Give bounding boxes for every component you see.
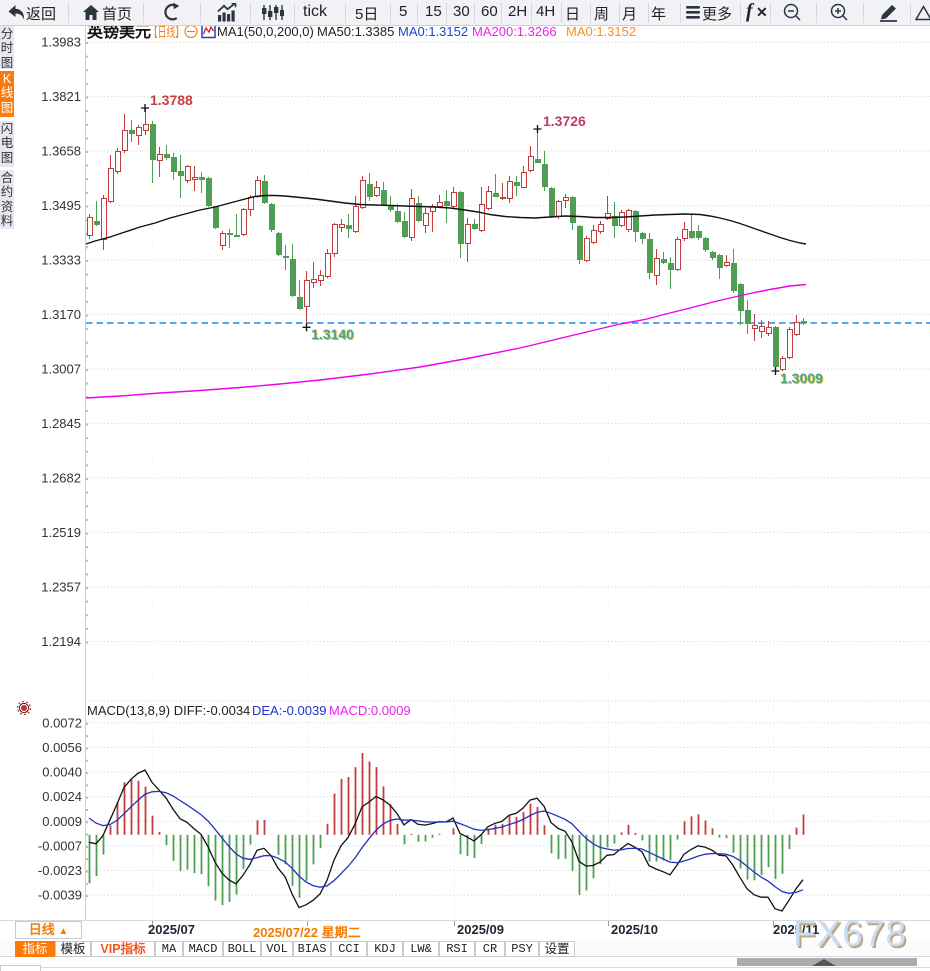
svg-text:【日线】: 【日线】 xyxy=(149,24,184,40)
svg-text:1.3333: 1.3333 xyxy=(41,253,81,268)
svg-text:1.2519: 1.2519 xyxy=(41,525,81,540)
svg-text:0.0072: 0.0072 xyxy=(42,715,82,730)
svg-text:DEA:-0.0039: DEA:-0.0039 xyxy=(252,703,326,718)
svg-text:1.2357: 1.2357 xyxy=(41,580,81,595)
svg-text:0.0024: 0.0024 xyxy=(42,789,82,804)
svg-text:1.3658: 1.3658 xyxy=(41,144,81,159)
svg-text:MA0:1.3152: MA0:1.3152 xyxy=(398,24,468,39)
svg-text:1.2194: 1.2194 xyxy=(41,634,81,649)
svg-text:MA50:1.3385: MA50:1.3385 xyxy=(317,24,394,39)
svg-text:1.3140: 1.3140 xyxy=(312,327,355,343)
svg-text:1.3170: 1.3170 xyxy=(41,307,81,322)
svg-text:-0.0039: -0.0039 xyxy=(38,888,82,903)
svg-text:MA200:1.3266: MA200:1.3266 xyxy=(472,24,557,39)
svg-text:1.3007: 1.3007 xyxy=(41,362,81,377)
svg-text:0.0056: 0.0056 xyxy=(42,740,82,755)
svg-text:1.3983: 1.3983 xyxy=(41,35,81,50)
svg-text:1.3821: 1.3821 xyxy=(41,89,81,104)
svg-text:-0.0023: -0.0023 xyxy=(38,863,82,878)
svg-text:1.3788: 1.3788 xyxy=(150,92,193,108)
svg-text:1.2845: 1.2845 xyxy=(41,416,81,431)
svg-text:英镑美元: 英镑美元 xyxy=(86,22,151,41)
svg-text:1.2682: 1.2682 xyxy=(41,471,81,486)
svg-text:1.3140: 1.3140 xyxy=(311,326,354,342)
svg-text:0.0040: 0.0040 xyxy=(42,765,82,780)
svg-text:MACD(13,8,9) DIFF:-0.0034: MACD(13,8,9) DIFF:-0.0034 xyxy=(87,703,250,718)
svg-text:0.0009: 0.0009 xyxy=(42,814,82,829)
svg-text:1.3726: 1.3726 xyxy=(543,113,586,129)
svg-text:MA1(50,0,200,0): MA1(50,0,200,0) xyxy=(217,24,314,39)
svg-text:1.3009: 1.3009 xyxy=(780,370,823,386)
svg-text:1.3009: 1.3009 xyxy=(781,371,824,387)
svg-text:MA0:1.3152: MA0:1.3152 xyxy=(566,24,636,39)
svg-text:-0.0007: -0.0007 xyxy=(38,838,82,853)
svg-text:1.3495: 1.3495 xyxy=(41,198,81,213)
svg-text:MACD:0.0009: MACD:0.0009 xyxy=(329,703,411,718)
